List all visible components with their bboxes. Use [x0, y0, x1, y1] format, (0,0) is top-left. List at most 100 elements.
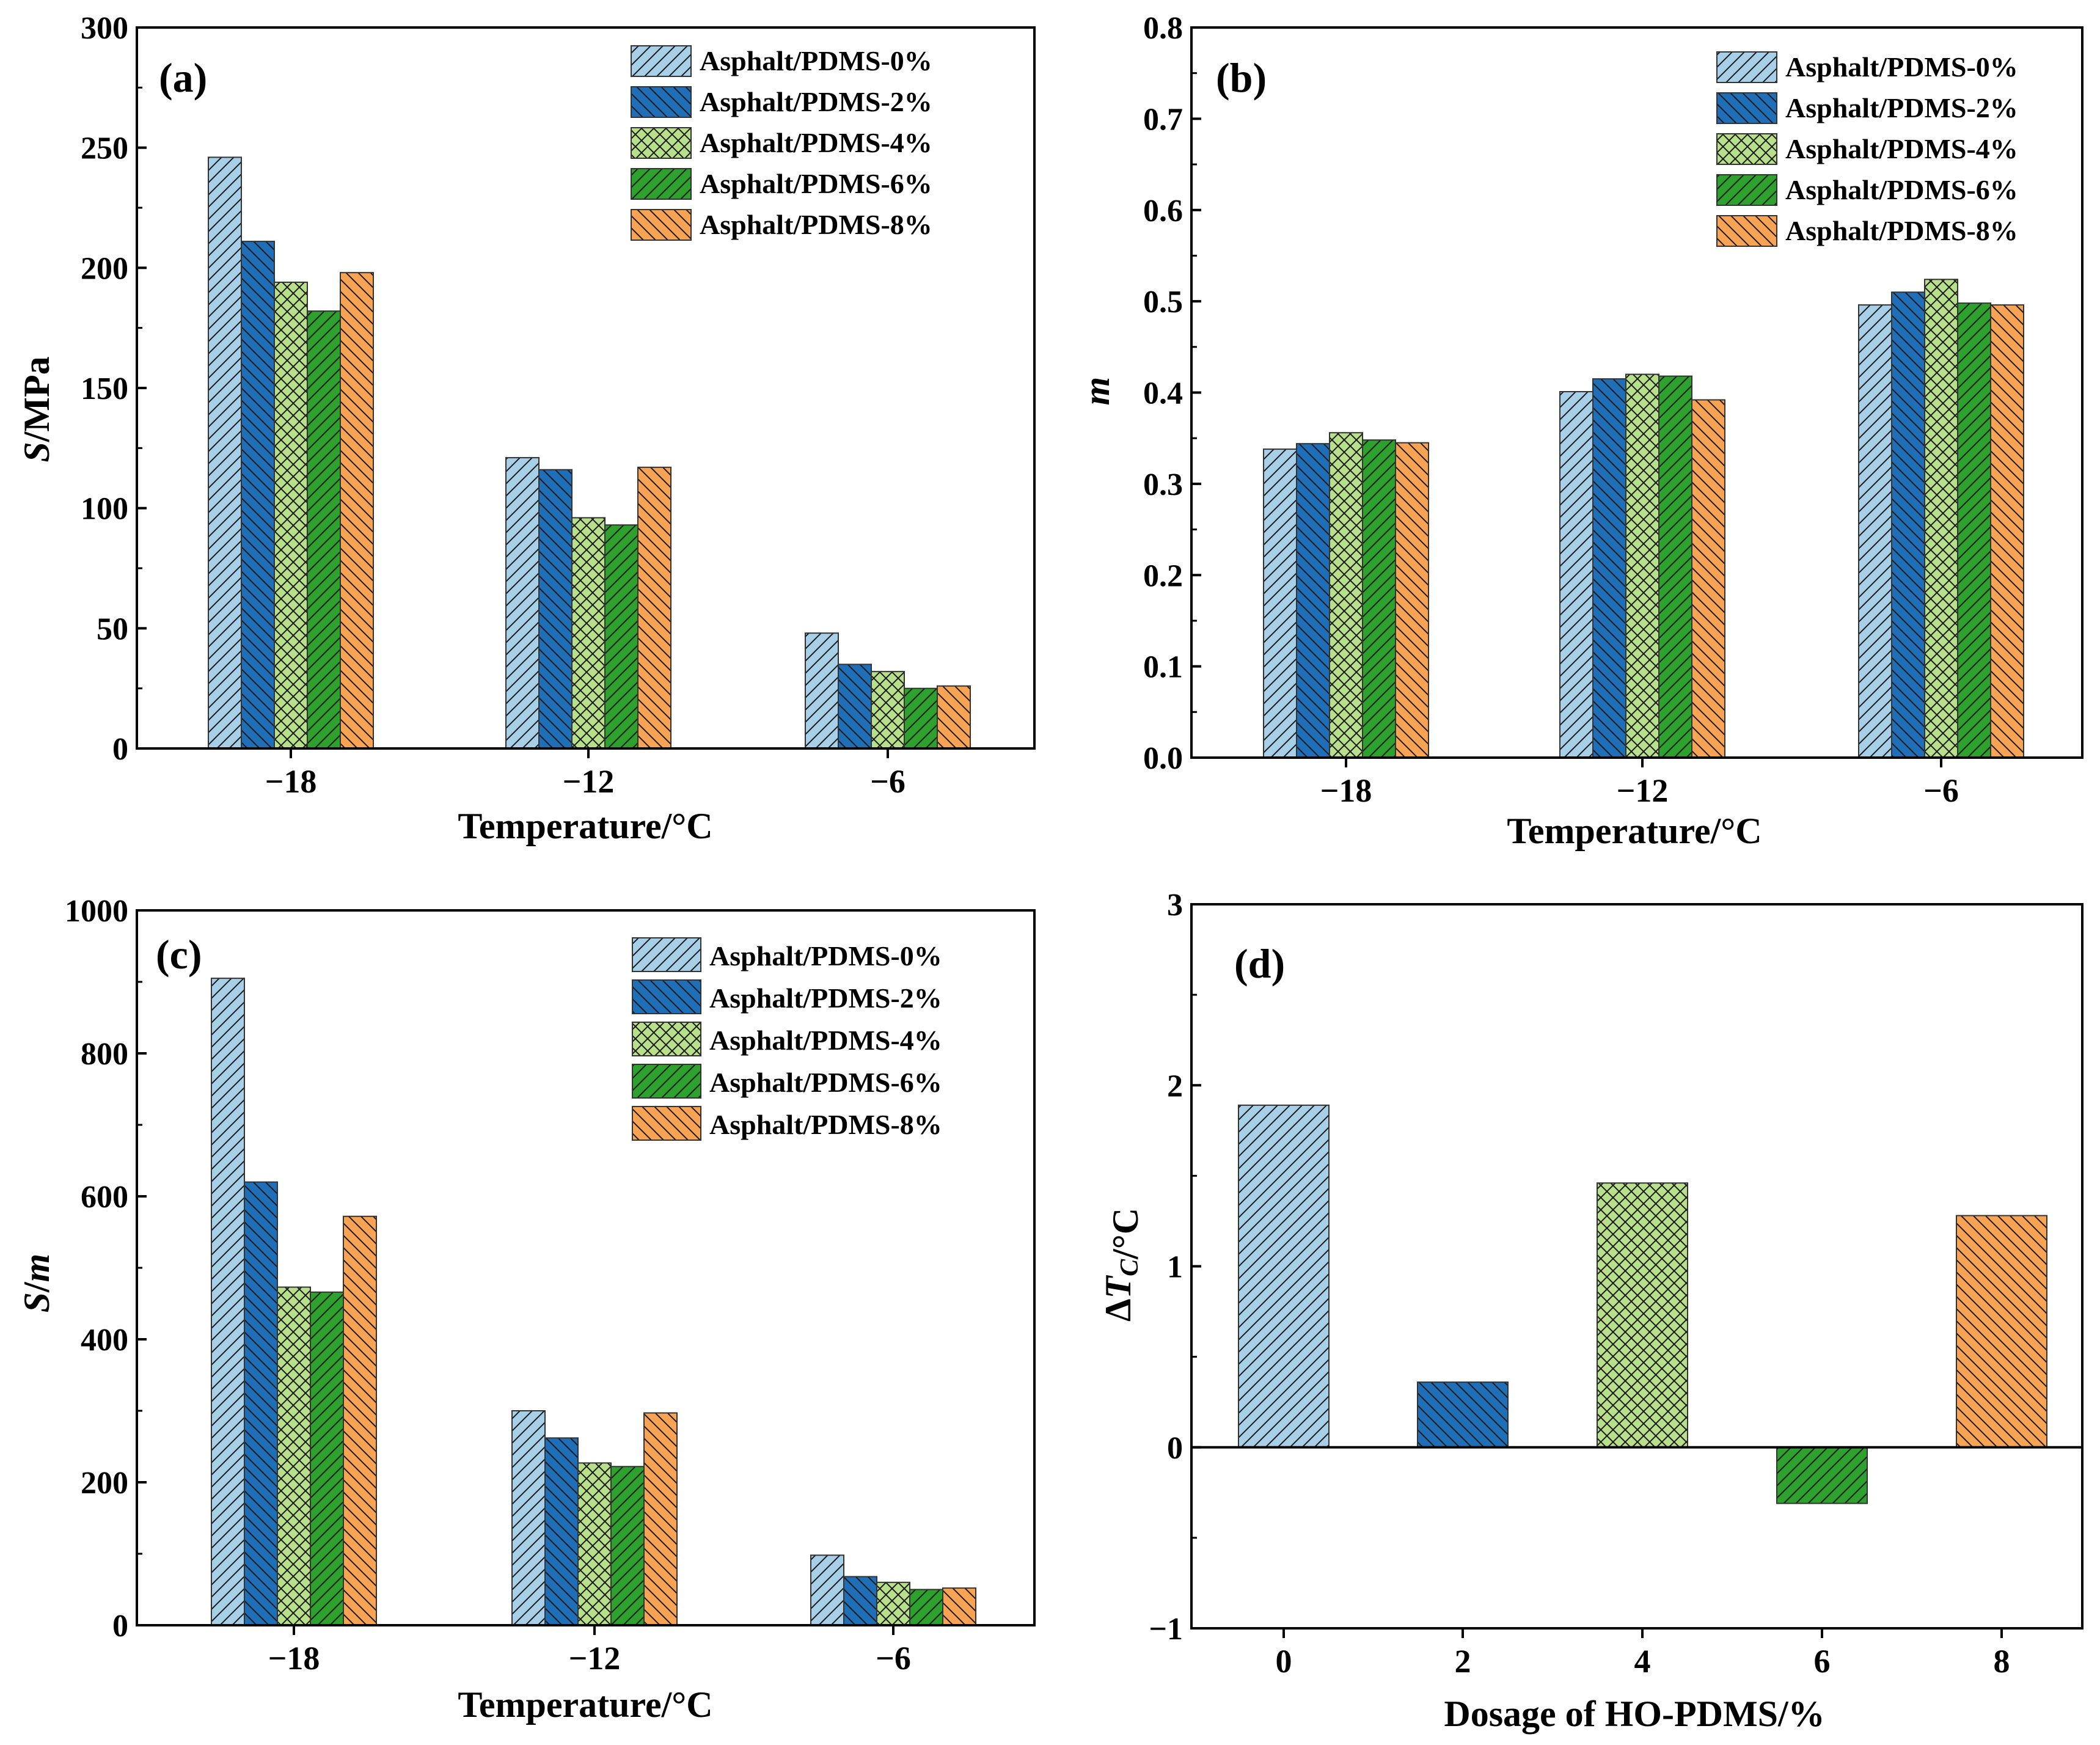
panel-b-legend-swatch-1 — [1716, 92, 1777, 124]
panel-b-yticks: 0.0 0.1 0.2 0.3 0.4 0.5 0.6 0.7 0.8 — [1143, 11, 1201, 776]
panel-c-legend-swatch-1 — [632, 979, 701, 1014]
panel-d-bar-c3 — [1776, 1446, 1868, 1504]
panel-d-ytick-label: 3 — [1167, 888, 1183, 923]
panel-a-bar-s3-c1 — [604, 524, 638, 749]
panel-b-ytick-label: 0.2 — [1143, 558, 1183, 593]
panel-c-legend-label-1: Asphalt/PDMS-2% — [709, 982, 942, 1014]
panel-a-ylabel: S/MPa — [16, 356, 57, 462]
panel-a-ytick-label: 200 — [81, 251, 128, 286]
panel-b-legend: Asphalt/PDMS-0% Asphalt/PDMS-2% Asphalt/PD… — [1716, 51, 2018, 247]
panel-b-xtick-label: −6 — [1923, 772, 1959, 809]
panel-b-bar-s1-c1 — [1592, 378, 1626, 758]
panel-a-bar-s1-c1 — [538, 469, 573, 749]
panel-a-bars — [208, 156, 971, 750]
panel-d-ytick-label: −1 — [1149, 1612, 1183, 1647]
panel-d-xtick-label: 0 — [1276, 1643, 1292, 1680]
panel-c-ytick-label: 200 — [81, 1466, 128, 1501]
panel-a-xtick-label: −18 — [265, 763, 317, 800]
panel-a-legend-label-2: Asphalt/PDMS-4% — [700, 127, 932, 158]
panel-c-legend-label-4: Asphalt/PDMS-8% — [709, 1109, 942, 1140]
panel-d-bar-c2 — [1597, 1182, 1688, 1448]
panel-a-ytick-label: 100 — [81, 492, 128, 527]
panel-b-bar-s1-c2 — [1891, 291, 1925, 758]
panel-c-bar-s1-c1 — [544, 1437, 579, 1626]
panel-b-xlabel: Temperature/°C — [1507, 811, 1762, 851]
panel-b-bar-s2-c1 — [1625, 373, 1659, 758]
panel-b-legend-swatch-4 — [1716, 215, 1777, 247]
panel-c-bar-s4-c2 — [942, 1587, 976, 1626]
panel-a-bar-s2-c1 — [571, 517, 605, 750]
panel-d-bar-c0 — [1238, 1104, 1330, 1448]
panel-c-legend-label-0: Asphalt/PDMS-0% — [709, 940, 942, 971]
panel-a-legend-swatch-0 — [631, 45, 692, 77]
panel-c-ytick-label: 0 — [112, 1609, 128, 1644]
panel-c-ylabel: S/m — [16, 1254, 57, 1313]
panel-c-legend-swatch-0 — [632, 937, 701, 972]
panel-b-legend-label-3: Asphalt/PDMS-6% — [1785, 174, 2018, 205]
panel-d-bars — [1238, 1104, 2047, 1504]
panel-d-ytick-label: 2 — [1167, 1069, 1183, 1103]
panel-d-bar-c1 — [1417, 1381, 1509, 1448]
panel-d-xtick-label: 8 — [1994, 1643, 2010, 1680]
panel-a-bar-s1-c0 — [241, 241, 275, 750]
panel-a-bar-s2-c2 — [871, 671, 905, 749]
panel-a-bar-s0-c0 — [208, 156, 242, 749]
panel-a-legend-swatch-1 — [631, 86, 692, 118]
panel-c-bars — [211, 978, 976, 1626]
panel-c-bar-s4-c0 — [343, 1215, 377, 1626]
panel-a-bar-s2-c0 — [274, 281, 308, 749]
panel-a-label: (a) — [159, 54, 207, 101]
panel-b-bar-s3-c1 — [1658, 375, 1692, 758]
panel-a-legend-label-3: Asphalt/PDMS-6% — [700, 168, 932, 199]
panel-a-bar-s4-c1 — [637, 466, 671, 749]
panel-c-bar-s3-c2 — [909, 1589, 943, 1626]
panel-c-legend-swatch-4 — [632, 1106, 701, 1141]
panel-c-bar-s1-c0 — [244, 1181, 278, 1626]
panel-b-ylabel: m — [1077, 377, 1117, 406]
panel-a-bar-s3-c0 — [307, 310, 341, 749]
panel-b-bar-s0-c0 — [1263, 448, 1297, 758]
panel-b-legend-swatch-3 — [1716, 174, 1777, 206]
panel-d-xlabel: Dosage of HO-PDMS/% — [1444, 1694, 1824, 1734]
panel-a-xticks: −18 −12 −6 — [265, 748, 905, 800]
panel-a-ytick-label: 0 — [112, 732, 128, 767]
panel-d-xticks: 0 2 4 6 8 — [1276, 1628, 2010, 1680]
panel-d-ylabel: ΔTC/°C — [1098, 1208, 1146, 1322]
panel-a-bar-s4-c2 — [937, 685, 971, 749]
panel-b-bars — [1263, 279, 2024, 759]
panel-b-bar-s4-c1 — [1691, 399, 1725, 758]
panel-c-ytick-label: 600 — [81, 1180, 128, 1215]
panel-b-xtick-label: −12 — [1617, 772, 1669, 809]
panel-b-xtick-label: −18 — [1320, 772, 1372, 809]
panel-d-bar-c4 — [1956, 1215, 2047, 1448]
panel-b-legend-label-1: Asphalt/PDMS-2% — [1785, 92, 2018, 123]
panel-c-legend-label-2: Asphalt/PDMS-4% — [709, 1025, 942, 1056]
panel-b-bar-s2-c2 — [1924, 279, 1958, 758]
panel-d-yticks: −1 0 1 2 3 — [1149, 888, 1201, 1647]
panel-a-legend-swatch-2 — [631, 127, 692, 159]
panel-c: 0 200 400 600 800 1000 −18 −12 −6 Asphalt/PDMS-… — [16, 894, 1036, 1725]
panel-d-ytick-label: 0 — [1167, 1431, 1183, 1466]
panel-c-bar-s1-c2 — [843, 1576, 877, 1626]
panel-c-bar-s0-c0 — [211, 978, 245, 1626]
panel-b-ytick-label: 0.4 — [1143, 376, 1183, 411]
panel-b-legend-swatch-0 — [1716, 51, 1777, 83]
panel-c-bar-s2-c2 — [876, 1581, 910, 1626]
panel-a-bar-s0-c2 — [805, 632, 839, 749]
panel-a-legend-label-0: Asphalt/PDMS-0% — [700, 45, 932, 76]
panel-c-xtick-label: −12 — [569, 1640, 621, 1677]
panel-b-bar-s2-c0 — [1329, 432, 1363, 758]
panel-a: 0 50 100 150 200 250 300 −18 −12 −6 Asphalt/PDMS… — [16, 11, 1036, 846]
panel-a-bar-s0-c1 — [505, 457, 540, 749]
panel-a-ytick-label: 150 — [81, 371, 128, 406]
panel-b-ytick-label: 0.0 — [1143, 741, 1183, 776]
panel-c-legend-swatch-2 — [632, 1022, 701, 1056]
panel-c-xlabel: Temperature/°C — [458, 1685, 712, 1725]
panel-a-ytick-label: 300 — [81, 11, 128, 46]
panel-b-bar-s0-c2 — [1858, 304, 1892, 759]
panel-c-bar-s2-c0 — [277, 1286, 311, 1626]
panel-b-legend-label-2: Asphalt/PDMS-4% — [1785, 133, 2018, 164]
panel-c-bar-s3-c0 — [310, 1291, 344, 1626]
panel-a-ytick-label: 250 — [81, 131, 128, 166]
